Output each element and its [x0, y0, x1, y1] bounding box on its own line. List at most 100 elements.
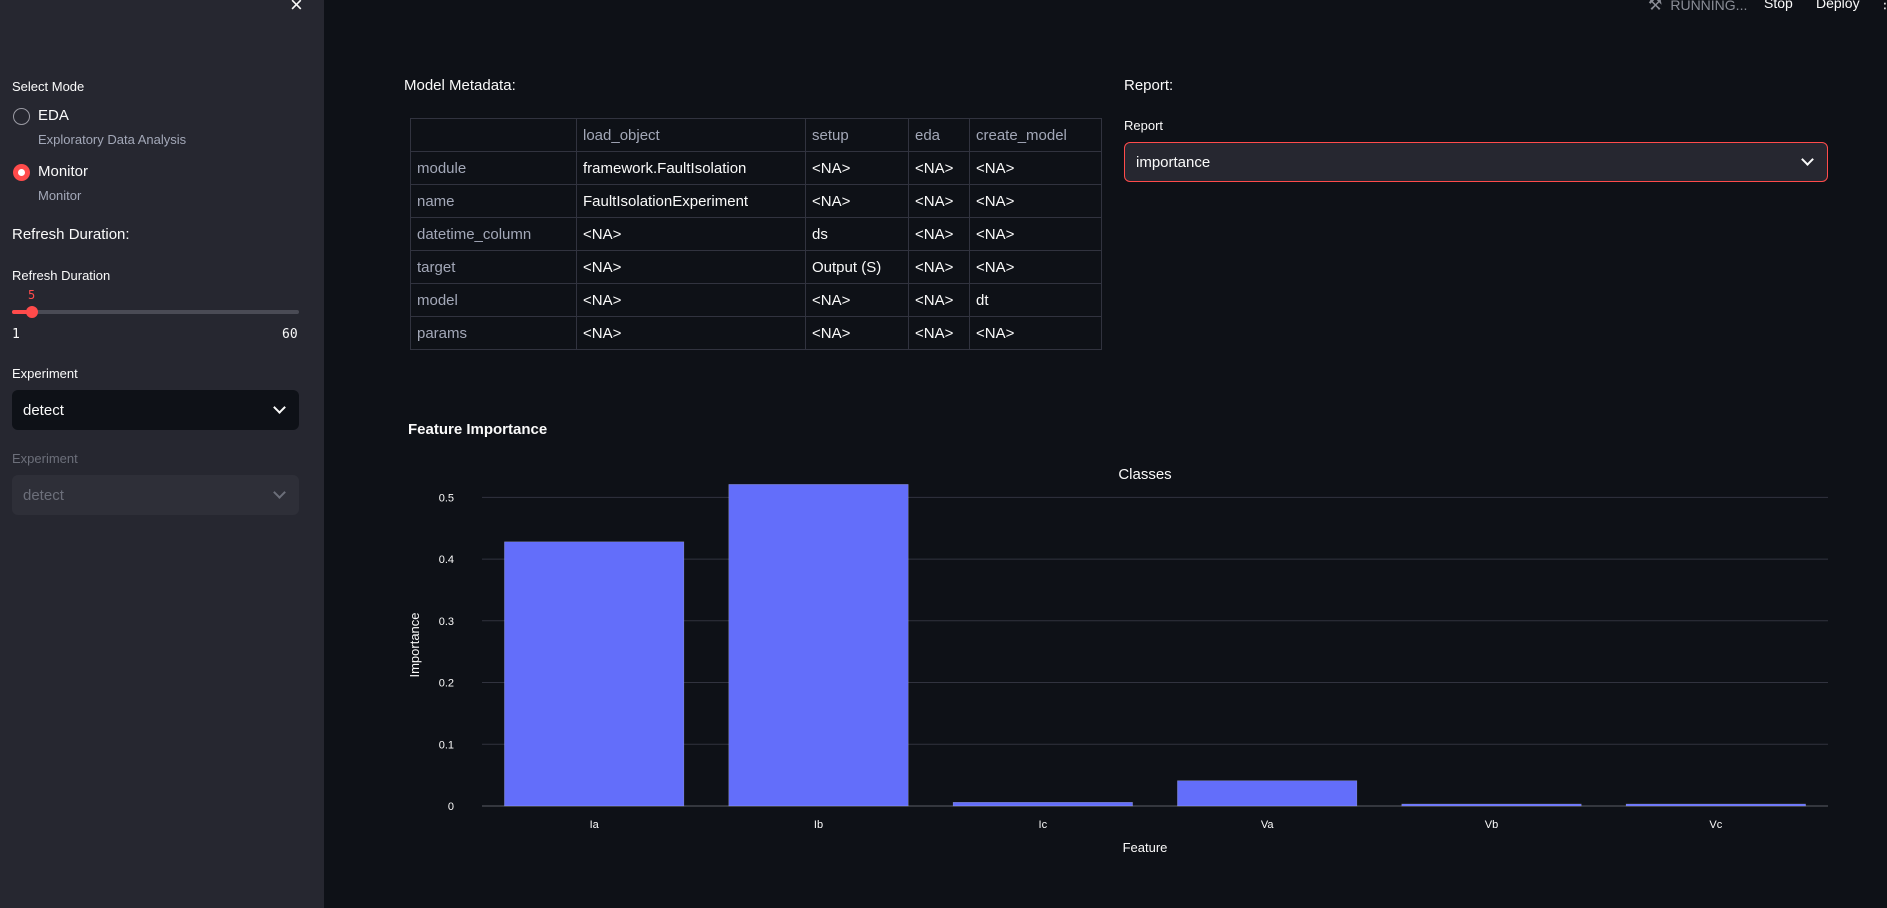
- table-cell: <NA>: [908, 184, 970, 218]
- table-cell: model: [410, 283, 577, 317]
- experiment-label: Experiment: [12, 366, 78, 381]
- x-tick-label: Ib: [814, 819, 823, 831]
- table-cell: module: [410, 151, 577, 185]
- radio-monitor[interactable]: [13, 164, 30, 181]
- x-tick-label: Ia: [590, 819, 600, 831]
- table-cell: <NA>: [576, 217, 806, 251]
- table-cell: <NA>: [969, 184, 1102, 218]
- x-tick-label: Vb: [1485, 819, 1498, 831]
- feature-importance-heading: Feature Importance: [408, 421, 548, 438]
- experiment-select-value: detect: [23, 401, 64, 419]
- table-header: setup: [805, 118, 909, 152]
- report-select[interactable]: importance: [1124, 142, 1828, 182]
- x-tick-label: Va: [1261, 819, 1275, 831]
- table-cell: target: [410, 250, 577, 284]
- y-tick-label: 0: [448, 801, 454, 813]
- experiment-disabled-value: detect: [23, 486, 64, 504]
- table-cell: <NA>: [908, 217, 970, 251]
- table-cell: ds: [805, 217, 909, 251]
- slider-max: 60: [282, 327, 298, 342]
- table-header: load_object: [576, 118, 806, 152]
- radio-eda[interactable]: [13, 108, 30, 125]
- table-cell: <NA>: [969, 217, 1102, 251]
- experiment-select-disabled: detect: [12, 475, 299, 515]
- bar-Ia[interactable]: [504, 541, 685, 807]
- bar-Vb[interactable]: [1401, 803, 1582, 807]
- table-row: target <NA> Output (S) <NA> <NA>: [410, 250, 1102, 284]
- table-row: model <NA> <NA> <NA> dt: [410, 283, 1102, 317]
- table-cell: params: [410, 316, 577, 350]
- slider-min: 1: [12, 327, 20, 342]
- table-cell: <NA>: [908, 316, 970, 350]
- y-tick-label: 0.2: [439, 678, 454, 690]
- table-row: module framework.FaultIsolation <NA> <NA…: [410, 151, 1102, 185]
- table-cell: <NA>: [969, 316, 1102, 350]
- main-menu-icon[interactable]: ⋮: [1878, 0, 1887, 11]
- metadata-table: load_object setup eda create_model modul…: [410, 118, 1102, 350]
- running-status: ⚒ RUNNING...: [1648, 0, 1747, 15]
- feature-importance-chart: Classes Ia Ib Ic Va Vb Vc 0 0.1 0.2 0.3 0.4 0.5 Fe…: [407, 466, 1828, 855]
- radio-eda-caption: Exploratory Data Analysis: [38, 132, 187, 147]
- table-header-row: load_object setup eda create_model: [410, 118, 1102, 152]
- chevron-down-icon: [1801, 153, 1814, 166]
- report-select-label: Report: [1124, 118, 1164, 133]
- refresh-heading: Refresh Duration:: [12, 226, 130, 243]
- bar-Vc[interactable]: [1625, 803, 1806, 807]
- x-tick-label: Vc: [1709, 819, 1722, 831]
- radio-monitor-caption: Monitor: [38, 188, 82, 203]
- slider-value: 5: [28, 288, 36, 302]
- table-cell: <NA>: [969, 151, 1102, 185]
- bar-Ic[interactable]: [952, 802, 1133, 807]
- table-cell: <NA>: [805, 184, 909, 218]
- table-cell: <NA>: [805, 151, 909, 185]
- slider-fill: [12, 310, 32, 314]
- bar-Ib[interactable]: [728, 484, 909, 807]
- select-mode-label: Select Mode: [12, 79, 85, 94]
- table-cell: <NA>: [805, 316, 909, 350]
- table-cell: <NA>: [969, 250, 1102, 284]
- slider-thumb[interactable]: [26, 306, 38, 318]
- y-tick-label: 0.5: [439, 492, 454, 504]
- x-tick-label: Ic: [1039, 819, 1048, 831]
- chart-title: Classes: [1118, 466, 1171, 483]
- table-cell: Output (S): [805, 250, 909, 284]
- table-cell: <NA>: [908, 283, 970, 317]
- table-cell: framework.FaultIsolation: [576, 151, 806, 185]
- report-title: Report:: [1124, 77, 1174, 94]
- refresh-slider-label: Refresh Duration: [12, 268, 111, 283]
- table-row: datetime_column <NA> ds <NA> <NA>: [410, 217, 1102, 251]
- table-header: eda: [908, 118, 970, 152]
- chevron-down-icon: [273, 486, 286, 499]
- report-select-value: importance: [1136, 153, 1211, 171]
- y-tick-label: 0.3: [439, 616, 454, 628]
- table-cell: <NA>: [576, 250, 806, 284]
- running-text: RUNNING...: [1670, 0, 1748, 13]
- deploy-button[interactable]: Deploy: [1816, 0, 1860, 11]
- table-cell: <NA>: [805, 283, 909, 317]
- radio-monitor-label[interactable]: Monitor: [38, 163, 89, 180]
- table-cell: dt: [969, 283, 1102, 317]
- table-row: name FaultIsolationExperiment <NA> <NA> …: [410, 184, 1102, 218]
- experiment-disabled-label: Experiment: [12, 451, 78, 466]
- bar-Va[interactable]: [1177, 780, 1358, 807]
- table-cell: <NA>: [908, 250, 970, 284]
- table-cell: datetime_column: [410, 217, 577, 251]
- sidebar: × Select Mode EDA Exploratory Data Analy…: [0, 0, 324, 908]
- running-icon: ⚒: [1648, 0, 1663, 14]
- table-cell: <NA>: [908, 151, 970, 185]
- table-header: create_model: [969, 118, 1102, 152]
- close-icon[interactable]: ×: [290, 0, 303, 17]
- radio-eda-label[interactable]: EDA: [38, 107, 69, 124]
- chevron-down-icon: [273, 401, 286, 414]
- y-tick-label: 0.4: [439, 554, 454, 566]
- table-header: [410, 118, 577, 152]
- table-cell: <NA>: [576, 316, 806, 350]
- y-axis-label: Importance: [407, 612, 422, 677]
- stop-button[interactable]: Stop: [1764, 0, 1793, 11]
- y-tick-label: 0.1: [439, 739, 454, 751]
- experiment-select[interactable]: detect: [12, 390, 299, 430]
- table-cell: <NA>: [576, 283, 806, 317]
- slider-track[interactable]: [12, 310, 299, 314]
- table-row: params <NA> <NA> <NA> <NA>: [410, 316, 1102, 350]
- table-cell: FaultIsolationExperiment: [576, 184, 806, 218]
